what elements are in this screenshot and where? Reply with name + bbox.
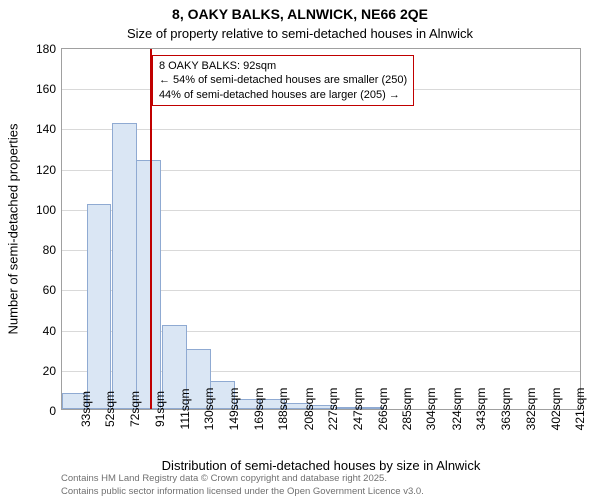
y-tick-label: 60 <box>43 283 62 297</box>
x-tick-label: 382sqm <box>520 388 538 431</box>
x-tick-label: 266sqm <box>372 388 390 431</box>
y-tick-label: 80 <box>43 243 62 257</box>
histogram-bar <box>136 160 161 409</box>
chart-subtitle: Size of property relative to semi-detach… <box>0 26 600 41</box>
x-tick-label: 52sqm <box>99 391 117 427</box>
histogram-bar <box>112 123 137 409</box>
y-tick-label: 100 <box>36 203 62 217</box>
plot-area: 02040608010012014016018033sqm52sqm72sqm9… <box>61 48 581 410</box>
x-tick-label: 72sqm <box>124 391 142 427</box>
chart-root: 8, OAKY BALKS, ALNWICK, NE66 2QE Size of… <box>0 0 600 500</box>
annotation-line: 8 OAKY BALKS: 92sqm <box>159 59 407 73</box>
y-tick-label: 140 <box>36 122 62 136</box>
x-tick-label: 304sqm <box>420 388 438 431</box>
annotation-box: 8 OAKY BALKS: 92sqm← 54% of semi-detache… <box>152 55 414 106</box>
x-tick-label: 188sqm <box>272 388 290 431</box>
x-axis-label: Distribution of semi-detached houses by … <box>61 458 581 473</box>
x-tick-label: 421sqm <box>569 388 587 431</box>
y-tick-label: 40 <box>43 324 62 338</box>
y-tick-label: 160 <box>36 82 62 96</box>
annotation-line: ← 54% of semi-detached houses are smalle… <box>159 73 407 87</box>
x-tick-label: 130sqm <box>198 388 216 431</box>
x-tick-label: 169sqm <box>248 388 266 431</box>
x-tick-label: 91sqm <box>149 391 167 427</box>
x-tick-label: 208sqm <box>298 388 316 431</box>
y-tick-label: 120 <box>36 163 62 177</box>
attribution-line: Contains HM Land Registry data © Crown c… <box>61 473 424 485</box>
x-tick-label: 33sqm <box>75 391 93 427</box>
y-tick-label: 0 <box>49 404 62 418</box>
y-tick-label: 180 <box>36 42 62 56</box>
x-tick-label: 285sqm <box>396 388 414 431</box>
histogram-bar <box>87 204 112 409</box>
chart-title: 8, OAKY BALKS, ALNWICK, NE66 2QE <box>0 6 600 22</box>
attribution-text: Contains HM Land Registry data © Crown c… <box>61 473 424 498</box>
x-tick-label: 111sqm <box>174 389 192 430</box>
y-axis-label: Number of semi-detached properties <box>6 124 21 335</box>
y-tick-label: 20 <box>43 364 62 378</box>
grid-line <box>62 129 580 130</box>
x-tick-label: 324sqm <box>446 388 464 431</box>
x-tick-label: 149sqm <box>223 388 241 431</box>
annotation-line: 44% of semi-detached houses are larger (… <box>159 88 407 102</box>
x-tick-label: 402sqm <box>545 388 563 431</box>
x-tick-label: 363sqm <box>495 388 513 431</box>
x-tick-label: 227sqm <box>322 388 340 431</box>
x-tick-label: 247sqm <box>347 388 365 431</box>
attribution-line: Contains public sector information licen… <box>61 486 424 498</box>
x-tick-label: 343sqm <box>470 388 488 431</box>
